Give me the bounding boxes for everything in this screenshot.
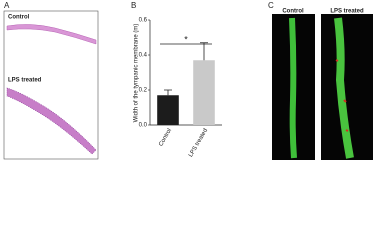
figure: A Control LPS treated B Width of the tym…	[3, 1, 373, 160]
caption: Control	[282, 9, 304, 15]
histology-lps	[6, 87, 97, 155]
y-tick-label: 0.0	[139, 123, 148, 129]
membrane-stain	[334, 17, 354, 159]
error-bar	[164, 89, 172, 96]
caption: LPS treated	[8, 78, 42, 84]
panel-label: A	[4, 1, 10, 10]
bar	[157, 95, 179, 125]
red-stain	[335, 59, 349, 132]
membrane-stain	[289, 17, 297, 159]
panel-a-frame	[3, 10, 99, 160]
y-axis-label: Width of the tympanic membrane (m)	[134, 24, 140, 123]
x-tick-label: LPS treated	[188, 128, 209, 158]
panel-label: B	[131, 1, 136, 10]
significance-mark: *	[184, 34, 188, 44]
caption: Control	[8, 15, 30, 21]
panel-label: C	[268, 1, 274, 10]
caption: LPS treated	[330, 9, 364, 15]
x-tick-label: Control	[158, 128, 173, 148]
page: A Control LPS treated B Width of the tym…	[3, 1, 373, 160]
y-tick-label: 0.4	[139, 53, 148, 59]
bar	[193, 60, 215, 125]
y-tick-label: 0.2	[139, 88, 148, 94]
histology-control	[6, 24, 97, 45]
error-bar	[200, 42, 208, 61]
y-tick-label: 0.6	[139, 18, 148, 24]
